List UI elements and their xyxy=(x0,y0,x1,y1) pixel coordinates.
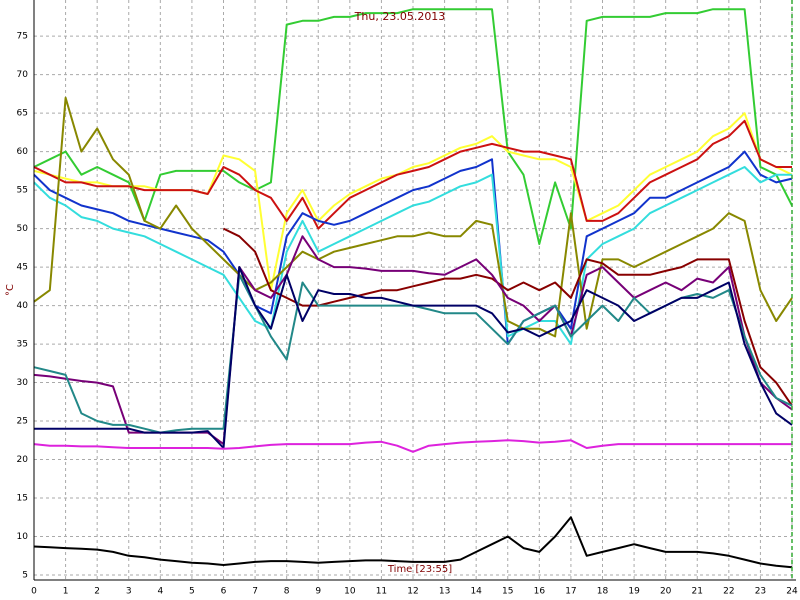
plot xyxy=(33,8,793,569)
y-axis-label: °C xyxy=(5,284,16,296)
data-line xyxy=(33,96,793,338)
x-tick-label: 14 xyxy=(470,587,482,597)
x-tick-label: 19 xyxy=(628,587,640,597)
x-tick-label: 1 xyxy=(63,587,69,597)
y-tick-label: 55 xyxy=(17,186,28,196)
y-tick-label: 10 xyxy=(17,532,29,542)
y-tick-label: 20 xyxy=(17,455,29,465)
y-tick-label: 25 xyxy=(17,417,28,427)
x-tick-label: 21 xyxy=(692,587,703,597)
x-tick-label: 15 xyxy=(502,587,513,597)
x-tick-label: 7 xyxy=(252,587,258,597)
y-tick-label: 15 xyxy=(17,494,28,504)
x-tick-label: 24 xyxy=(786,587,798,597)
x-axis-label: Time [23:55] xyxy=(387,564,452,575)
x-tick-label: 2 xyxy=(94,587,100,597)
x-tick-label: 8 xyxy=(284,587,290,597)
x-tick-label: 4 xyxy=(157,587,163,597)
data-line xyxy=(34,266,793,449)
x-tick-label: 22 xyxy=(723,587,734,597)
y-tick-label: 70 xyxy=(17,70,29,80)
y-tick-label: 50 xyxy=(17,224,29,234)
x-tick-label: 11 xyxy=(376,587,387,597)
x-tick-label: 5 xyxy=(189,587,195,597)
x-tick-label: 6 xyxy=(221,587,227,597)
x-tick-label: 18 xyxy=(597,587,609,597)
y-tick-label: 35 xyxy=(17,340,28,350)
y-tick-label: 75 xyxy=(17,32,28,42)
x-tick-label: 16 xyxy=(534,587,546,597)
x-tick-label: 10 xyxy=(344,587,356,597)
x-tick-label: 0 xyxy=(31,587,37,597)
x-tick-label: 3 xyxy=(126,587,132,597)
y-tick-label: 30 xyxy=(17,378,29,388)
data-line xyxy=(33,8,793,245)
y-tick-label: 5 xyxy=(22,570,28,580)
x-tick-label: 20 xyxy=(660,587,672,597)
x-tick-label: 17 xyxy=(565,587,576,597)
data-line xyxy=(33,166,792,346)
data-line xyxy=(33,516,793,569)
x-tick-label: 23 xyxy=(755,587,766,597)
data-line xyxy=(33,439,792,453)
y-tick-label: 65 xyxy=(17,109,28,119)
x-tick-label: 9 xyxy=(315,587,321,597)
x-tick-label: 12 xyxy=(407,587,418,597)
y-tick-label: 60 xyxy=(17,147,29,157)
y-tick-label: 40 xyxy=(17,301,29,311)
x-tick-label: 13 xyxy=(439,587,450,597)
y-tick-label: 45 xyxy=(17,263,28,273)
chart-title: Thu, 23.05.2013 xyxy=(354,10,446,23)
data-line xyxy=(33,119,792,230)
